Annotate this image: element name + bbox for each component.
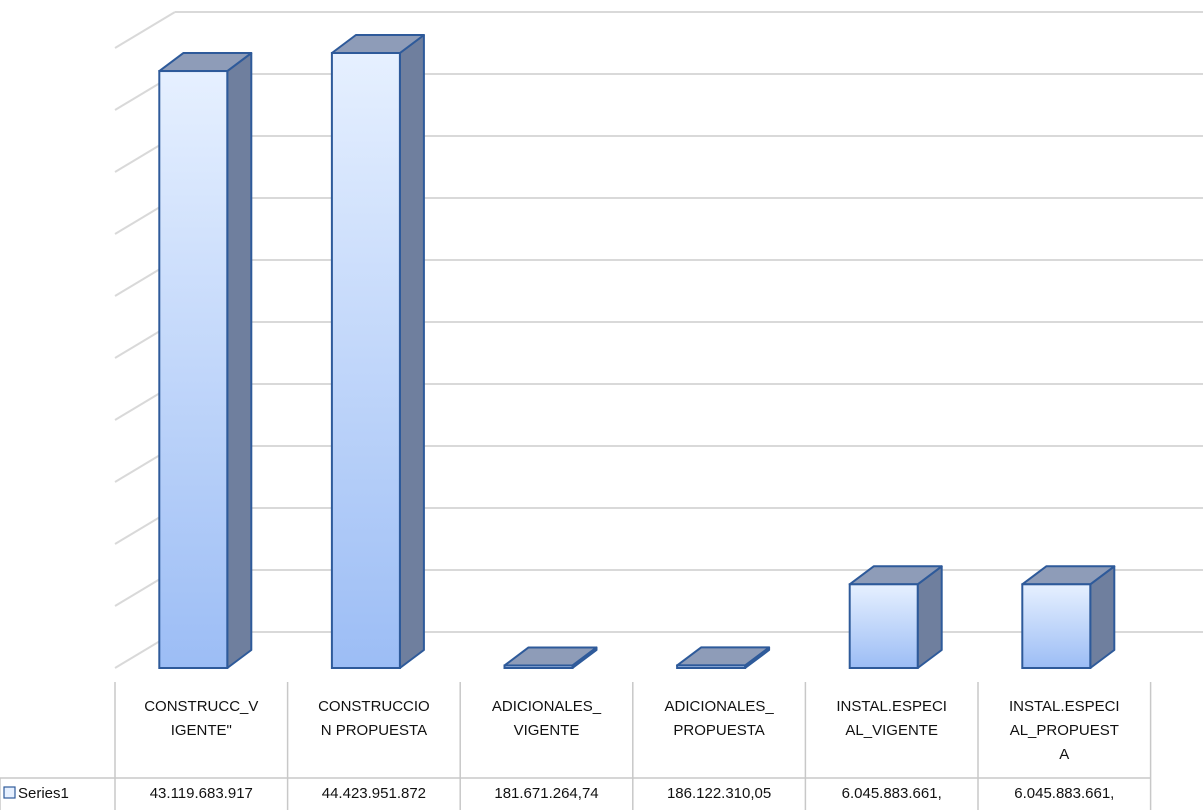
category-label: ADICIONALES_ xyxy=(492,698,602,715)
bar-0 xyxy=(158,52,253,669)
data-table: CONSTRUCC_V IGENTE" CONSTRUCCIO N PROPUESTA… xyxy=(0,682,1152,810)
bar-2 xyxy=(503,646,598,670)
category-label: ADICIONALES_ xyxy=(664,698,774,715)
category-label: CONSTRUCC_V xyxy=(144,698,258,715)
category-label: INSTAL.ESPECI xyxy=(1009,698,1120,715)
category-label: N PROPUESTA xyxy=(321,722,427,739)
category-label: A xyxy=(1059,746,1069,763)
data-value-label: 6.045.883.661, xyxy=(842,785,942,802)
category-label: IGENTE" xyxy=(171,722,232,739)
data-value-label: 43.119.683.917 xyxy=(150,785,253,802)
data-value-label: 44.423.951.872 xyxy=(322,785,426,802)
bar-5 xyxy=(1021,565,1116,670)
bar-3 xyxy=(676,646,771,669)
bar-front xyxy=(330,52,401,669)
bar-front xyxy=(676,664,747,669)
bar-side xyxy=(226,52,253,669)
category-label: VIGENTE xyxy=(514,722,580,739)
bar-front xyxy=(848,583,919,670)
data-value-label: 186.122.310,05 xyxy=(667,785,771,802)
category-label: INSTAL.ESPECI xyxy=(836,698,947,715)
bar-side xyxy=(398,34,425,669)
category-label: AL_PROPUEST xyxy=(1010,722,1119,739)
data-value-label: 6.045.883.661, xyxy=(1014,785,1114,802)
category-label: CONSTRUCCIO xyxy=(318,698,430,715)
gridline-side xyxy=(114,11,176,49)
bar-front xyxy=(1021,583,1092,670)
bar-top xyxy=(503,646,598,667)
bars xyxy=(158,34,1116,670)
category-label: AL_VIGENTE xyxy=(845,722,938,739)
bar-front xyxy=(503,664,574,670)
series-name: Series1 xyxy=(18,785,69,802)
gridlines xyxy=(114,11,1203,669)
bar-top xyxy=(676,646,771,667)
bar-front xyxy=(158,70,229,669)
bar-1 xyxy=(330,34,425,669)
legend-key-icon xyxy=(3,786,16,799)
category-label: PROPUESTA xyxy=(673,722,764,739)
data-value-label: 181.671.264,74 xyxy=(494,785,598,802)
bar-4 xyxy=(848,565,943,670)
